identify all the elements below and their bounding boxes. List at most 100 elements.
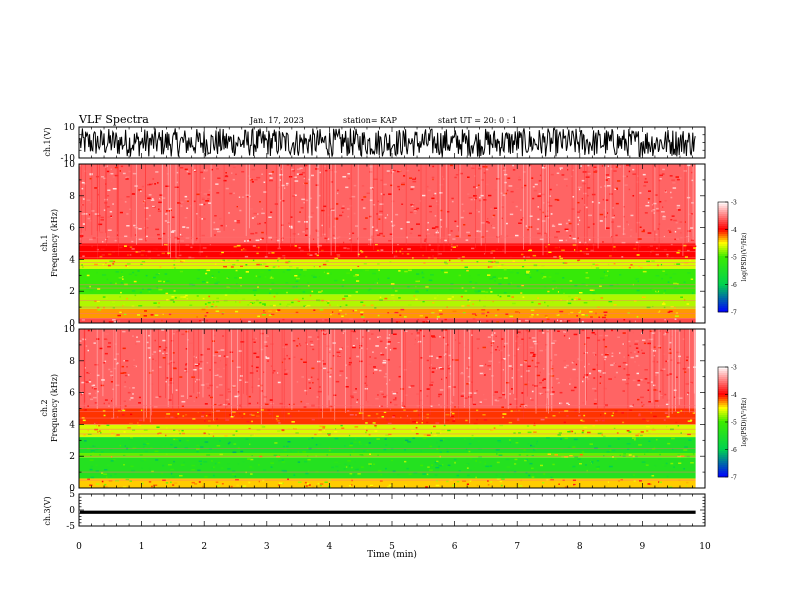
ch2-spec-speckle [648, 338, 653, 341]
ch2-spec-colorbar-cell [718, 409, 728, 412]
ch1-spec-speckle [148, 194, 152, 196]
ch2-spec-speckle [462, 480, 467, 482]
ch1-spec-speckle [205, 255, 208, 258]
ch1-spec-speckle [375, 229, 378, 232]
ch2-spec-speckle [348, 361, 352, 364]
ch2-spec-speckle [217, 424, 219, 427]
ch1-spec-colorbar-cell [718, 300, 728, 303]
ch2-spec-speckle [175, 438, 179, 441]
ch1-spec-speckle [137, 314, 141, 316]
ch1-spec-speckle [228, 274, 230, 276]
ch1-spec-speckle [659, 174, 663, 177]
ch1-spec-speckle [204, 303, 207, 305]
ch1-spec-speckle [625, 175, 628, 178]
ch1-spec-speckle [296, 277, 300, 280]
ch1-spec-speckle [125, 176, 130, 178]
ch1-spec-speckle [300, 269, 303, 271]
ch1-spec-speckle [467, 176, 470, 178]
ch1-spec-speckle [269, 177, 273, 179]
ch1-spec-speckle [602, 198, 604, 201]
ch2-spec-streak [453, 329, 455, 396]
ch2-spec-colorbar-label: log(PSD)(V²/Hz) [741, 398, 748, 447]
ch2-spec-speckle [351, 484, 353, 486]
ch1-spec-speckle [580, 319, 582, 321]
ch1-spec-speckle [639, 192, 642, 194]
ch1-spec-speckle [282, 271, 285, 273]
ch2-spec-speckle [455, 359, 459, 361]
ch1-spec-speckle [410, 203, 415, 206]
ch2-spec-speckle [123, 431, 126, 433]
ch2-spec-speckle [666, 475, 669, 478]
ch2-spec-colorbar-cell [718, 385, 728, 388]
ch2-spec-speckle [662, 353, 666, 356]
ch2-spec-speckle [181, 405, 184, 407]
ch2-spec-speckle [622, 379, 626, 381]
ch1-spec-speckle [122, 278, 124, 280]
ch2-spec-speckle [96, 374, 100, 377]
ch2-spec-speckle [665, 353, 669, 355]
ch2-spec-speckle [423, 434, 427, 436]
ch2-spec-speckle [374, 430, 378, 432]
ch1-spec-speckle [401, 248, 403, 250]
ch1-spec-speckle [299, 288, 301, 290]
ch2-spec-speckle [597, 370, 602, 372]
ch2-spec-streak [675, 329, 676, 412]
ch2-spec-speckle [519, 332, 522, 335]
ch2-spec-speckle [505, 382, 510, 384]
ch1-spec-speckle [641, 230, 645, 233]
ch2-spec-speckle [654, 447, 656, 449]
ch1-spec-speckle [291, 168, 294, 171]
ch1-spec-speckle [157, 205, 161, 207]
ch2-spec-speckle [392, 333, 397, 335]
ch1-spec-speckle [664, 191, 667, 193]
ch2-spec-speckle [212, 420, 216, 422]
ch2-spec-speckle [284, 405, 289, 407]
ch1-spec-speckle [436, 318, 438, 320]
ch2-spec-speckle [256, 356, 260, 358]
ch2-spec-speckle [618, 365, 621, 368]
ch1-spec-speckle [299, 167, 303, 169]
ch2-spec-speckle [531, 455, 534, 457]
ch2-spec-speckle [507, 354, 510, 357]
ch1-spec-speckle [603, 209, 606, 211]
ch1-spec-speckle [133, 224, 136, 227]
ch2-spec-speckle [390, 459, 393, 462]
ch2-spec-speckle [247, 481, 250, 484]
ch2-spec-speckle [435, 422, 440, 424]
ch2-spec-speckle [611, 355, 614, 357]
ch2-spec-speckle [601, 353, 604, 356]
ch1-spec-speckle [310, 197, 312, 200]
ch1-spec-speckle [262, 312, 267, 314]
ch2-spec-speckle [347, 460, 351, 462]
ch1-spec-speckle [186, 207, 189, 209]
ch1-spec-streak [304, 164, 306, 233]
ch2-spec-speckle [117, 410, 122, 412]
ch2-spec-streak [597, 329, 598, 410]
ch1-spec-speckle [332, 311, 334, 313]
ch2-spec-speckle [94, 364, 99, 366]
ch2-spec-speckle [552, 463, 555, 466]
ch2-spec-colorbar-cell [718, 437, 728, 440]
ch2-spec-speckle [482, 393, 485, 396]
ch2-spec-speckle [348, 465, 351, 467]
ch2-spec-streak [272, 329, 273, 420]
ch2-spec-speckle [416, 393, 419, 395]
ch1-spec-speckle [131, 305, 135, 307]
ch2-spec-speckle [596, 468, 600, 470]
ch2-spec-colorbar-cell [718, 475, 728, 478]
ch1-spec-speckle [399, 314, 402, 316]
ch2-spec-speckle [690, 419, 693, 421]
ch1-spec-colorbar-cell [718, 234, 728, 237]
ch1-spec-speckle [318, 291, 322, 293]
ch2-spec-speckle [299, 343, 301, 345]
ch1-spec-speckle [574, 298, 576, 301]
ch2-spec-speckle [406, 415, 409, 417]
ch1-spec-speckle [522, 296, 525, 298]
ch1-spec-speckle [105, 183, 107, 185]
ch2-spec-speckle [345, 386, 349, 388]
ch2-spec-speckle [177, 413, 180, 415]
ch2-spec-speckle [196, 448, 200, 451]
ch2-spec-speckle [115, 479, 119, 482]
ch2-spec-speckle [95, 448, 99, 451]
ch1-spec-speckle [629, 235, 632, 237]
